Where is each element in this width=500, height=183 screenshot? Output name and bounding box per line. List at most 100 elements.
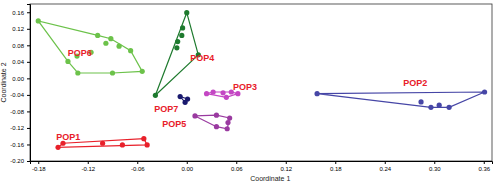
population-group (178, 94, 191, 105)
data-point (103, 41, 108, 46)
x-tick: 0.18 (330, 161, 342, 172)
x-tick-label: -0.18 (32, 166, 46, 172)
data-point (108, 36, 113, 41)
data-point (55, 145, 60, 150)
y-tick: -0.20 (10, 158, 30, 164)
data-point (153, 93, 158, 98)
x-tick: -0.12 (81, 161, 95, 172)
x-tick: 0.30 (429, 161, 441, 172)
y-tick-label: -0.04 (10, 92, 24, 98)
x-tick-mark (88, 161, 89, 164)
data-point (100, 141, 105, 146)
data-point (128, 48, 133, 53)
data-point (227, 115, 232, 120)
data-point (183, 100, 188, 105)
y-tick: 0.04 (12, 59, 30, 65)
data-point (418, 99, 423, 104)
data-point (214, 113, 219, 118)
population-group (315, 89, 488, 109)
x-tick-mark (385, 161, 386, 164)
convex-hull (195, 115, 230, 129)
y-tick-label: 0.00 (12, 76, 24, 82)
y-tick-label: -0.08 (10, 109, 24, 115)
x-tick-mark (236, 161, 237, 164)
x-tick: -0.06 (131, 161, 145, 172)
population-label: POP4 (190, 53, 214, 63)
x-tick-label: -0.12 (81, 166, 95, 172)
data-point (204, 91, 209, 96)
x-axis-line (31, 162, 493, 165)
y-tick-label: 0.04 (12, 59, 24, 65)
data-point (224, 95, 229, 100)
chart-root: -0.18 -0.12 -0.06 0.00 0.06 0.12 0.18 0.24 0.30 0… (0, 0, 500, 183)
x-tick-label: 0.00 (181, 166, 193, 172)
population-group (36, 18, 145, 75)
data-point (225, 120, 230, 125)
y-tick-label: -0.16 (10, 142, 24, 148)
x-tick: 0.24 (379, 161, 391, 172)
y-axis-line (27, 5, 31, 162)
data-point (95, 33, 100, 38)
y-tick-mark (27, 95, 30, 96)
y-tick: 0.00 (12, 76, 30, 82)
y-tick-mark (27, 12, 30, 13)
y-tick: 0.12 (12, 26, 30, 32)
x-tick-mark (335, 161, 336, 164)
y-tick: -0.08 (10, 109, 30, 115)
data-point (214, 124, 219, 129)
x-tick-mark (286, 161, 287, 164)
x-tick: 0.36 (478, 161, 490, 172)
data-point (117, 44, 122, 49)
x-tick-mark (484, 161, 485, 164)
x-tick-label: 0.24 (379, 166, 391, 172)
y-axis: -0.20 -0.16 -0.12 -0.08 -0.04 0.00 0.04 0.08 0.1… (10, 5, 30, 165)
data-point (179, 33, 184, 38)
data-point (447, 105, 452, 110)
plot-frame (30, 4, 492, 161)
data-point (184, 10, 189, 15)
y-tick-label: 0.12 (12, 26, 24, 32)
y-tick-label: -0.20 (10, 158, 24, 164)
y-tick: -0.12 (10, 125, 30, 131)
y-tick-label: 0.08 (12, 43, 24, 49)
data-point (428, 105, 433, 110)
x-tick-label: 0.36 (478, 166, 490, 172)
population-label: POP5 (162, 119, 186, 129)
y-tick: -0.16 (10, 142, 30, 148)
convex-hull (38, 21, 142, 73)
x-tick-label: -0.06 (131, 166, 145, 172)
y-tick: 0.08 (12, 43, 30, 49)
y-tick-label: 0.16 (12, 10, 24, 16)
y-axis-title: Coordinate 2 (0, 62, 7, 102)
x-axis-title: Coordinate 1 (250, 175, 290, 182)
data-point (174, 45, 179, 50)
data-point (145, 142, 150, 147)
data-point (178, 94, 183, 99)
x-tick-label: 0.30 (429, 166, 441, 172)
group-labels: POP1POP2POP3POP4POP5POP6POP7 (56, 48, 427, 142)
data-point (315, 91, 320, 96)
convex-hull (317, 92, 484, 107)
population-label: POP1 (56, 132, 80, 142)
x-axis: -0.18 -0.12 -0.06 0.00 0.06 0.12 0.18 0.24 0.30 0… (31, 161, 493, 172)
x-tick: 0.12 (280, 161, 292, 172)
data-point (65, 59, 70, 64)
y-tick-label: -0.12 (10, 125, 24, 131)
x-tick-mark (137, 161, 138, 164)
data-point (192, 113, 197, 118)
data-point (75, 70, 80, 75)
data-point (120, 142, 125, 147)
y-tick-mark (27, 62, 30, 63)
x-tick-label: 0.18 (330, 166, 342, 172)
y-tick: 0.16 (12, 10, 30, 16)
x-tick-label: 0.06 (231, 166, 243, 172)
data-point (175, 39, 180, 44)
x-tick: 0.00 (181, 161, 193, 172)
population-group (192, 113, 232, 132)
x-tick-mark (187, 161, 188, 164)
data-point (180, 25, 185, 30)
data-point (140, 69, 145, 74)
data-point (36, 18, 41, 23)
data-point (225, 126, 230, 131)
x-tick-mark (38, 161, 39, 164)
